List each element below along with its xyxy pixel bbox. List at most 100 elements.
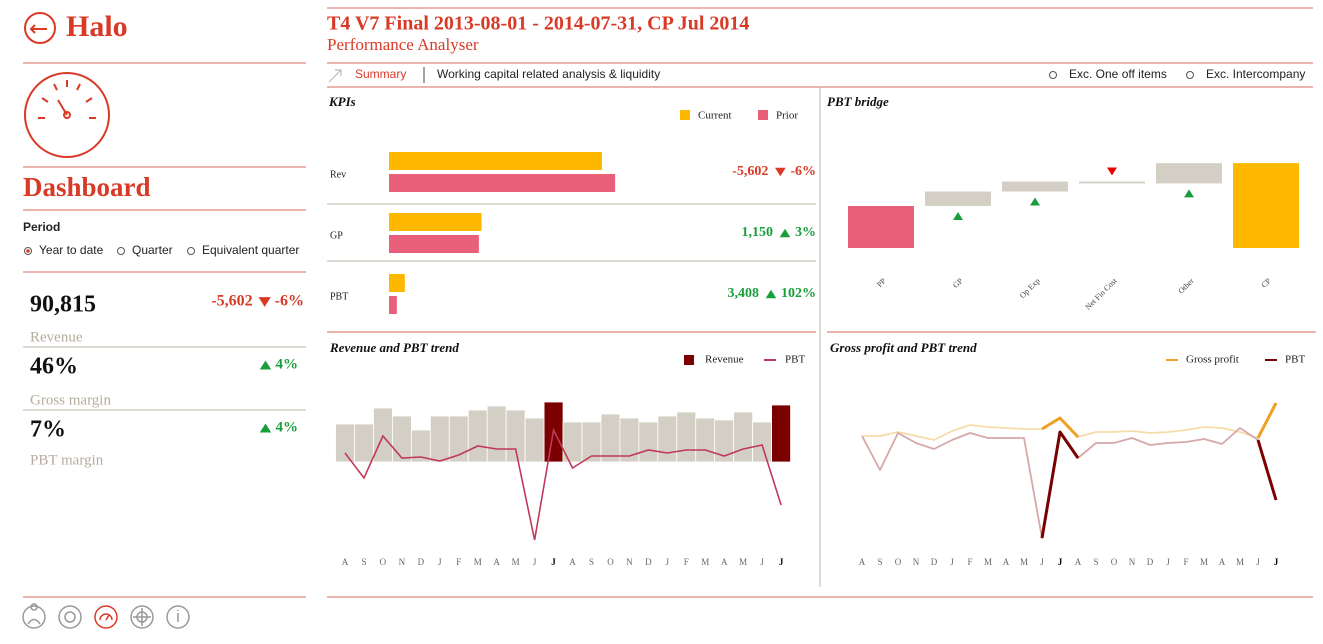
nav-icon[interactable] xyxy=(130,605,154,629)
change-value: -5,602 xyxy=(211,293,252,310)
x-tick-label: A xyxy=(1003,557,1010,567)
x-tick-label: N xyxy=(1129,557,1136,567)
legend-swatch xyxy=(758,110,768,120)
bar xyxy=(771,404,791,463)
x-tick-label: M xyxy=(701,557,709,567)
category-label: Op Exp xyxy=(1018,276,1042,300)
tab-icon xyxy=(328,69,342,83)
change-value: 1,150 xyxy=(742,225,774,240)
logo-glyph xyxy=(29,24,47,34)
change-pct: 102% xyxy=(781,286,816,301)
legend-swatch xyxy=(684,355,694,365)
legend-label: PBT xyxy=(1285,354,1305,366)
legend-label: Current xyxy=(698,110,732,122)
category-label: Other xyxy=(1176,276,1195,295)
x-tick-label: J xyxy=(666,557,670,567)
radio-label[interactable]: Equivalent quarter xyxy=(202,243,299,257)
x-tick-label: D xyxy=(418,557,425,567)
x-tick-label: A xyxy=(721,557,728,567)
category-label: Net Fin Cost xyxy=(1083,276,1119,312)
trend-arrow xyxy=(1184,189,1194,198)
nav-icon[interactable] xyxy=(58,605,82,629)
line-highlight xyxy=(1040,430,1080,539)
trend-arrow xyxy=(1030,197,1040,206)
bar xyxy=(638,421,659,463)
nav-icon[interactable] xyxy=(22,605,46,629)
line xyxy=(862,402,1277,441)
category-label: CP xyxy=(1259,276,1273,290)
bar xyxy=(389,235,479,253)
radio[interactable] xyxy=(117,247,125,255)
x-tick-label: M xyxy=(739,557,747,567)
bar xyxy=(1233,163,1299,248)
radio-label[interactable]: Quarter xyxy=(132,243,173,257)
radio[interactable] xyxy=(187,247,195,255)
x-tick-label: S xyxy=(877,557,882,567)
change-pct: 4% xyxy=(276,419,299,435)
bar xyxy=(1156,163,1222,184)
nav-icon[interactable] xyxy=(166,605,190,629)
legend-label: Gross profit xyxy=(1186,354,1239,366)
bar xyxy=(733,411,754,463)
category-label: GP xyxy=(330,230,343,241)
nav-icon[interactable] xyxy=(94,605,118,629)
x-tick-label: O xyxy=(607,557,614,567)
x-tick-label: S xyxy=(1093,557,1098,567)
x-tick-label: A xyxy=(493,557,500,567)
bar xyxy=(600,413,621,463)
line-highlight xyxy=(1041,416,1080,439)
bar xyxy=(925,191,991,206)
panel-title: PBT bridge xyxy=(827,94,889,109)
change-pct: -6% xyxy=(790,164,816,179)
trend-arrow xyxy=(258,297,271,307)
x-tick-label: N xyxy=(626,557,633,567)
panel-title: KPIs xyxy=(328,94,356,109)
x-tick-label: J xyxy=(950,557,954,567)
metric-label: Revenue xyxy=(30,329,83,345)
x-tick-label: M xyxy=(1236,557,1244,567)
radio[interactable] xyxy=(24,247,32,255)
legend-swatch xyxy=(680,110,690,120)
trend-arrow xyxy=(765,289,777,299)
radio-dot xyxy=(26,249,30,253)
metric-label: Gross margin xyxy=(30,392,111,408)
option-radio[interactable] xyxy=(1186,71,1194,79)
panel-title: Gross profit and PBT trend xyxy=(830,340,977,355)
x-tick-label: F xyxy=(456,557,461,567)
radio-label[interactable]: Year to date xyxy=(39,243,104,257)
page-title: Dashboard xyxy=(23,172,151,202)
x-tick-label: F xyxy=(684,557,689,567)
option-label[interactable]: Exc. Intercompany xyxy=(1206,67,1305,81)
tab[interactable]: Summary xyxy=(355,67,406,81)
tab[interactable]: Working capital related analysis & liqui… xyxy=(437,67,660,81)
category-label: GP xyxy=(951,276,965,290)
logo-icon xyxy=(24,12,56,44)
x-tick-label: N xyxy=(399,557,406,567)
x-tick-label: S xyxy=(589,557,594,567)
line-highlight xyxy=(1256,402,1278,439)
panel-title: Revenue and PBT trend xyxy=(329,340,459,355)
x-tick-label: A xyxy=(1075,557,1082,567)
report-title: T4 V7 Final 2013-08-01 - 2014-07-31, CP … xyxy=(327,13,749,35)
change-value: 3,408 xyxy=(728,286,760,301)
bar xyxy=(1002,181,1068,192)
legend-label: Prior xyxy=(776,110,798,122)
metric-value: 7% xyxy=(30,417,66,443)
x-tick-label: J xyxy=(1058,557,1063,567)
x-tick-label: A xyxy=(859,557,866,567)
x-tick-label: J xyxy=(1166,557,1170,567)
category-label: PBT xyxy=(330,291,348,302)
x-tick-label: M xyxy=(512,557,520,567)
option-label[interactable]: Exc. One off items xyxy=(1069,67,1167,81)
x-tick-label: O xyxy=(1111,557,1118,567)
category-label: PP xyxy=(875,276,888,289)
x-tick-label: A xyxy=(569,557,576,567)
change-pct: 4% xyxy=(276,356,299,372)
option-radio[interactable] xyxy=(1049,71,1057,79)
x-tick-label: A xyxy=(342,557,349,567)
trend-arrow xyxy=(1107,167,1117,176)
bar xyxy=(389,274,405,292)
change-value: -5,602 xyxy=(732,164,768,179)
x-tick-label: F xyxy=(1183,557,1188,567)
